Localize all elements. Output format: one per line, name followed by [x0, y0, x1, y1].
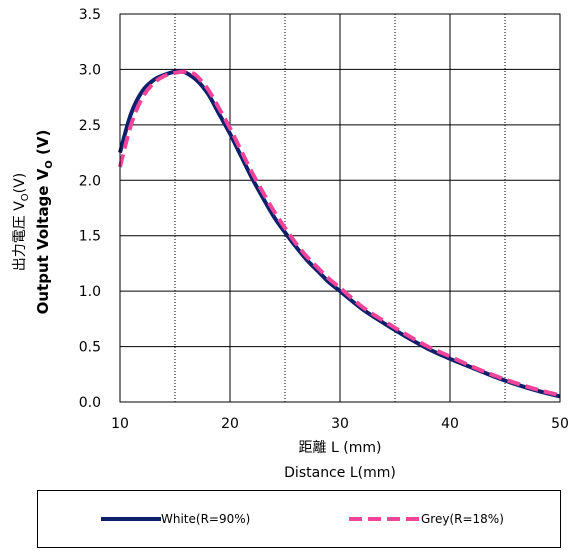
chart: 10 20 30 40 50 0.0 0.5 1.0 1.5 2.0 2.5 3.0 3.5 距離 L…	[12, 7, 568, 481]
y-tick-label: 1.0	[79, 284, 101, 300]
y-tick-label: 3.0	[79, 62, 101, 78]
legend-item-grey: Grey(R=18%)	[349, 512, 504, 526]
y-tick-label: 1.5	[79, 229, 101, 245]
y-tick-label: 0.0	[79, 395, 101, 411]
y-tick-label: 3.5	[79, 7, 101, 23]
y-tick-label: 2.0	[79, 173, 101, 189]
x-tick-label: 20	[221, 416, 239, 432]
x-tick-labels: 10 20 30 40 50	[111, 416, 568, 432]
y-axis-label-en: Output Voltage VO (V)	[34, 130, 55, 315]
legend-item-white: White(R=90%)	[101, 512, 250, 526]
y-axis-label-en-subscript: O	[44, 160, 55, 169]
legend-label-grey: Grey(R=18%)	[421, 512, 504, 526]
series-layer	[118, 69, 561, 399]
y-tick-label: 0.5	[79, 340, 101, 356]
y-tick-label: 2.5	[79, 118, 101, 134]
y-axis-label-jp: 出力電圧 VO(V)	[12, 173, 31, 271]
svg-text:Output Voltage VO (V): Output Voltage VO (V)	[34, 130, 55, 315]
plot-border	[119, 13, 561, 403]
legend: White(R=90%) Grey(R=18%)	[37, 490, 561, 548]
x-tick-label: 10	[111, 416, 129, 432]
y-axis-label-jp-main: 出力電圧 V	[12, 201, 28, 271]
svg-text:出力電圧 VO(V): 出力電圧 VO(V)	[12, 173, 31, 271]
x-axis-label-jp: 距離 L (mm)	[299, 439, 382, 456]
legend-swatch-white	[101, 517, 161, 521]
y-tick-labels: 0.0 0.5 1.0 1.5 2.0 2.5 3.0 3.5	[79, 7, 101, 411]
legend-label-white: White(R=90%)	[161, 512, 251, 526]
x-tick-label: 30	[331, 416, 349, 432]
x-tick-label: 50	[551, 416, 568, 432]
y-axis-label-en-main: Output Voltage V	[34, 168, 52, 314]
y-axis-label-jp-subscript: O	[20, 193, 31, 201]
series-line-grey	[118, 69, 561, 398]
x-axis-label-en: Distance L(mm)	[284, 465, 396, 481]
x-tick-label: 40	[441, 416, 459, 432]
y-axis-label-jp-unit: (V)	[12, 173, 28, 194]
y-axis-label-en-unit: (V)	[34, 130, 52, 161]
legend-swatch-grey	[349, 517, 421, 521]
